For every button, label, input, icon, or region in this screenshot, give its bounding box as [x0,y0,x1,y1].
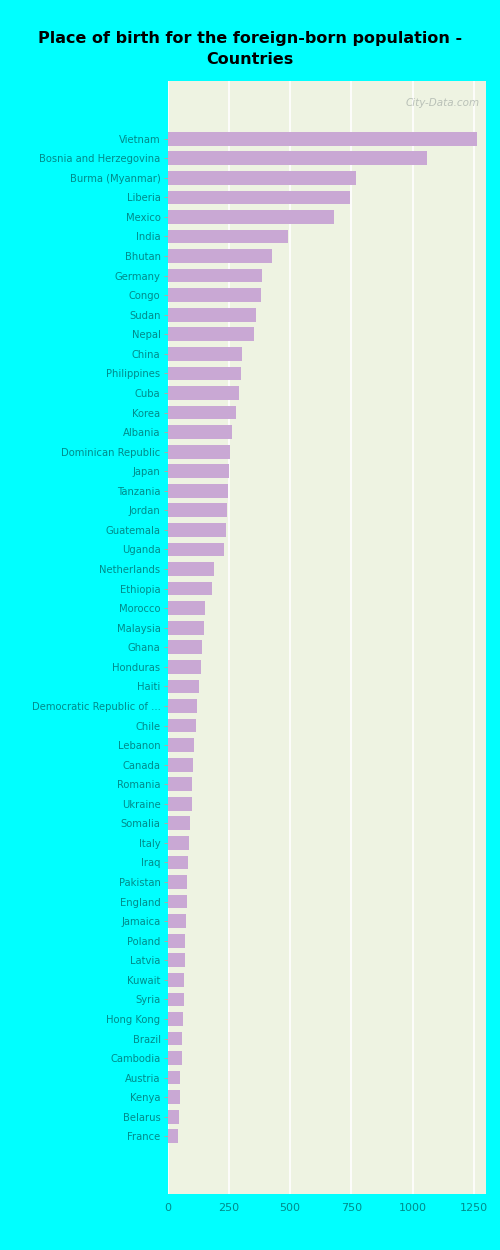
Bar [168,739,194,752]
Text: City-Data.com: City-Data.com [406,98,479,107]
Bar [168,778,192,791]
Bar [168,621,204,635]
Bar [168,875,187,889]
Bar [168,1071,180,1085]
Bar [168,406,236,420]
Bar [168,836,189,850]
Bar [168,289,260,302]
Bar [168,464,229,478]
Bar [168,425,232,439]
Bar [168,131,477,145]
Bar [168,484,228,498]
Bar [168,151,427,165]
Bar [168,581,212,595]
Bar [168,562,214,576]
Bar [168,348,242,361]
Bar [168,190,350,204]
Bar [168,914,186,928]
Bar [168,445,230,459]
Bar [168,660,202,674]
Bar [168,680,199,694]
Text: Place of birth for the foreign-born population -
Countries: Place of birth for the foreign-born popu… [38,31,462,68]
Bar [168,601,204,615]
Bar [168,210,334,224]
Bar [168,1110,179,1124]
Bar [168,1090,180,1104]
Bar [168,1013,183,1026]
Bar [168,171,356,185]
Bar [168,366,241,380]
Bar [168,954,184,968]
Bar [168,230,288,244]
Bar [168,798,192,811]
Bar [168,269,262,282]
Bar [168,308,256,321]
Bar [168,855,188,869]
Bar [168,1051,181,1065]
Bar [168,699,198,712]
Bar [168,386,238,400]
Bar [168,522,226,536]
Bar [168,1031,182,1045]
Bar [168,249,272,262]
Bar [168,758,193,771]
Bar [168,895,186,909]
Bar [168,504,227,518]
Bar [168,1130,178,1144]
Bar [168,640,202,654]
Bar [168,542,224,556]
Bar [168,719,196,732]
Bar [168,934,186,948]
Bar [168,816,190,830]
Bar [168,992,184,1006]
Bar [168,972,184,986]
Bar [168,328,254,341]
